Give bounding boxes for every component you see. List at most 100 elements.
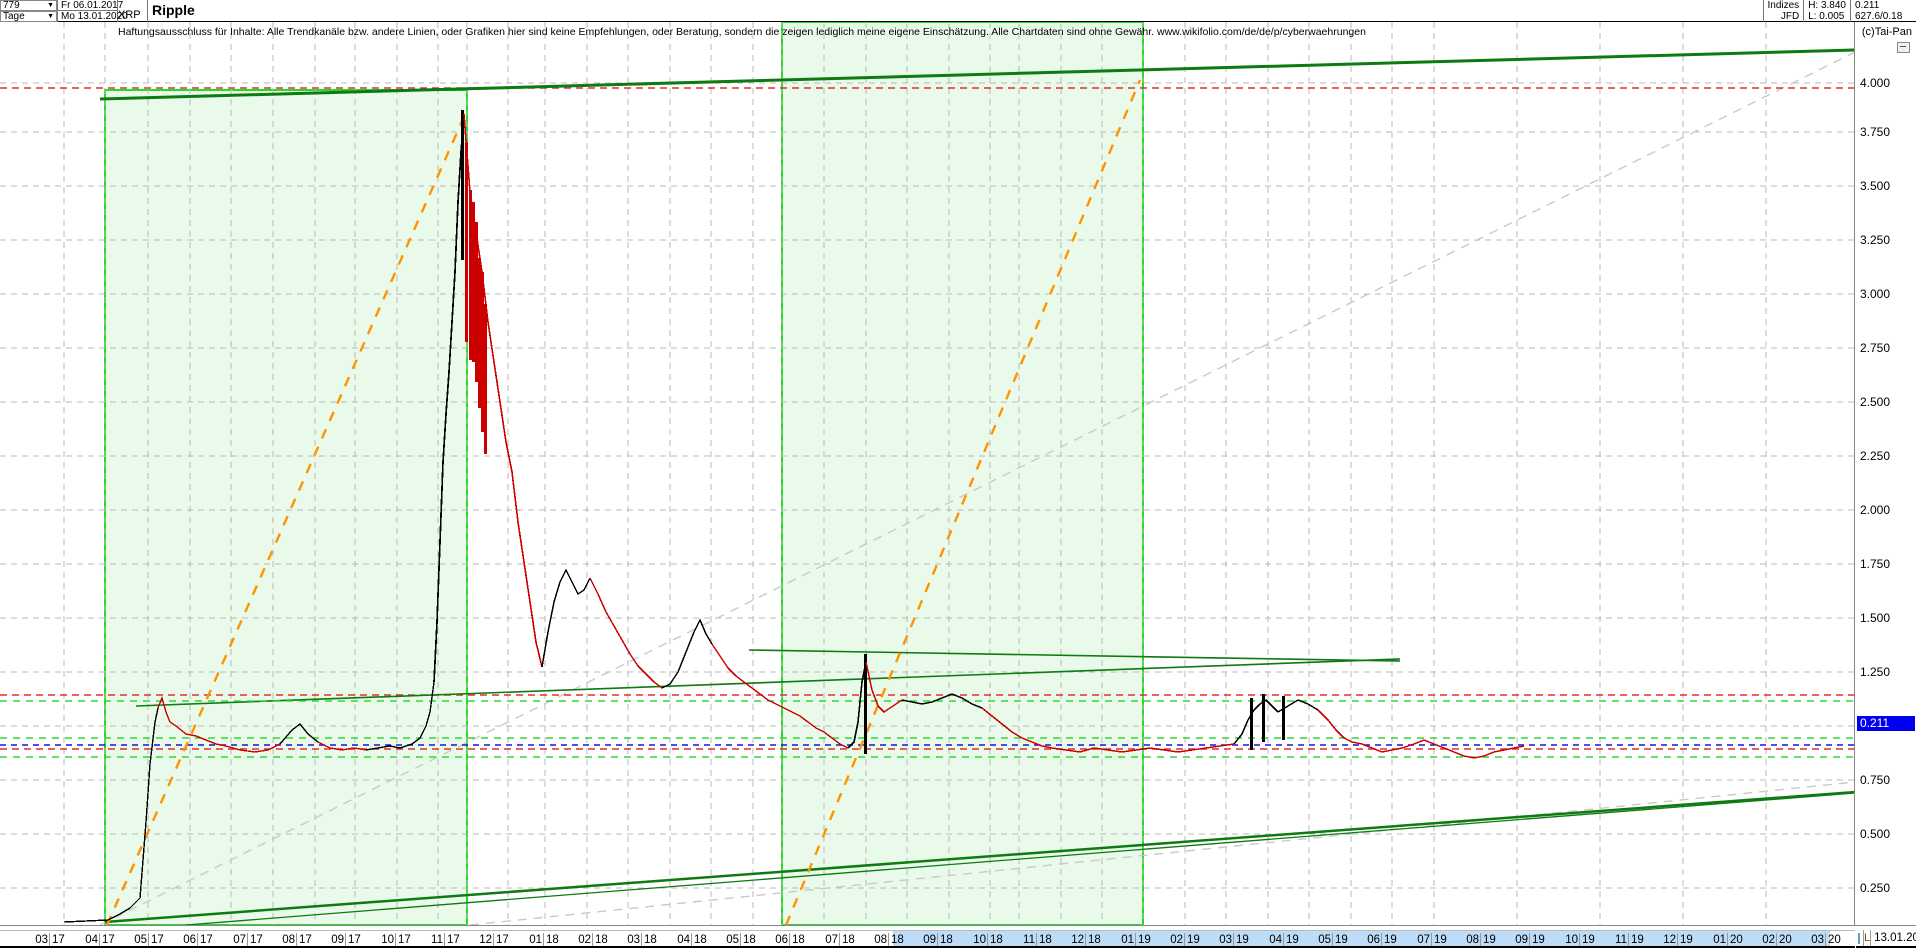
- x-tick-year: 19: [1233, 933, 1249, 946]
- red-dashed-levels: [0, 87, 1854, 750]
- chart-toolbar: 779 ▼ Tage ▼ Fr 06.01.2017 Mo 13.01.2020…: [0, 0, 1916, 22]
- x-tick-month: 04: [677, 934, 690, 946]
- x-tick-year: 19: [1332, 933, 1348, 946]
- x-tick-month: 07: [825, 934, 838, 946]
- x-tick-month: 11: [1615, 934, 1627, 946]
- selection-swatch: [1858, 932, 1860, 944]
- high-value: H: 3.840: [1808, 0, 1846, 11]
- x-tick-month: 09: [1515, 934, 1528, 946]
- x-tick-month: 06: [775, 934, 788, 946]
- interval-dropdown[interactable]: Tage ▼: [0, 11, 57, 22]
- x-tick-month: 03: [35, 934, 48, 946]
- price-series: [63, 110, 1525, 923]
- x-tick-year: 17: [197, 933, 213, 946]
- x-tick-month: 03: [1811, 934, 1824, 946]
- chevron-down-icon: ▼: [47, 13, 54, 20]
- source-exchange: Indizes: [1767, 0, 1800, 11]
- x-tick-year: 17: [395, 933, 411, 946]
- y-tick: 1.250: [1860, 665, 1891, 679]
- y-tick: 4.000: [1860, 76, 1891, 90]
- time-axis[interactable]: 03 17 04 17 05 17 06 17 07 17 08 17 09 17 10 17 11 17 12 17…: [0, 925, 1916, 952]
- x-tick-month: 01: [1121, 934, 1134, 946]
- y-tick: 2.250: [1860, 449, 1891, 463]
- date-from: Fr 06.01.2017: [58, 0, 123, 11]
- x-tick-year: 18: [937, 933, 953, 946]
- y-tick: 3.500: [1860, 179, 1891, 193]
- x-tick-month: 06: [183, 934, 196, 946]
- x-tick-year: 18: [543, 933, 559, 946]
- x-tick-month: 11: [431, 934, 443, 946]
- high-low-cell: H: 3.840 L: 0.005: [1803, 0, 1850, 22]
- x-tick-year: 18: [789, 933, 805, 946]
- x-tick-month: 02: [1170, 934, 1183, 946]
- x-tick-year: 19: [1529, 933, 1545, 946]
- x-tick-year: 19: [1283, 933, 1299, 946]
- collapse-icon[interactable]: [1897, 42, 1910, 53]
- x-tick-month: 10: [973, 934, 986, 946]
- x-tick-year: 19: [1579, 933, 1595, 946]
- x-tick-month: 12: [1663, 934, 1676, 946]
- y-tick: 3.000: [1860, 287, 1891, 301]
- copyright-label: (c)Tai-Pan: [1861, 26, 1912, 38]
- price-axis[interactable]: 4.000 3.750 3.500 3.250 3.000 2.750 2.50…: [1856, 22, 1916, 925]
- x-tick-year: 19: [1381, 933, 1397, 946]
- x-tick-year: 18: [691, 933, 707, 946]
- bars-count-dropdown[interactable]: 779 ▼: [0, 0, 57, 11]
- gray-projection-channel: [99, 51, 1854, 925]
- x-tick-month: 04: [85, 934, 98, 946]
- y-tick: 0.500: [1860, 827, 1891, 841]
- y-tick: 2.500: [1860, 395, 1891, 409]
- highlight-boxes: [104, 22, 1144, 925]
- date-range-display[interactable]: Fr 06.01.2017 Mo 13.01.2020: [58, 0, 128, 22]
- x-tick-year: 18: [1036, 933, 1052, 946]
- price-chart-canvas[interactable]: [0, 22, 1855, 925]
- y-tick: 0.750: [1860, 773, 1891, 787]
- x-tick-month: 03: [627, 934, 640, 946]
- source-broker: JFD: [1780, 11, 1800, 22]
- orange-trendlines: [105, 79, 1142, 925]
- x-tick-month: 05: [134, 934, 147, 946]
- x-tick-year: 19: [1628, 933, 1644, 946]
- last-price-value: 0.211: [1855, 0, 1880, 11]
- x-tick-year: 18: [641, 933, 657, 946]
- volume-value: 627.6/0.18: [1855, 11, 1903, 22]
- low-value: L: 0.005: [1808, 11, 1845, 22]
- x-tick-month: 09: [923, 934, 936, 946]
- chevron-down-icon: ▼: [47, 2, 54, 9]
- x-tick-month: 08: [282, 934, 295, 946]
- x-tick-month: 05: [1318, 934, 1331, 946]
- x-tick-year: 17: [49, 933, 65, 946]
- bars-count-value: 779: [3, 0, 20, 11]
- x-tick-month: 05: [726, 934, 739, 946]
- x-tick-year: 17: [444, 933, 460, 946]
- x-tick-month: 08: [874, 934, 887, 946]
- date-to: Mo 13.01.2020: [61, 11, 128, 22]
- y-tick: 2.000: [1860, 503, 1891, 517]
- page-title: Ripple: [152, 2, 195, 18]
- y-tick: 2.750: [1860, 341, 1891, 355]
- x-tick-year: 17: [148, 933, 164, 946]
- x-tick-month: 08: [1466, 934, 1479, 946]
- x-tick-month: 11: [1023, 934, 1035, 946]
- axis-corner-status: L 13.01.20: [1856, 930, 1916, 948]
- symbol-cell[interactable]: XRP: [118, 0, 148, 22]
- horizontal-gridlines: [0, 82, 1854, 889]
- bars-interval-selector[interactable]: 779 ▼ Tage ▼: [0, 0, 58, 22]
- x-tick-year: 19: [1431, 933, 1447, 946]
- disclaimer-text: Haftungsausschluss für Inhalte: Alle Tre…: [118, 26, 1366, 38]
- x-tick-month: 01: [1713, 934, 1726, 946]
- x-tick-month: 12: [1071, 934, 1084, 946]
- x-tick-year: 18: [888, 933, 904, 946]
- last-price-badge: 0.211: [1857, 716, 1915, 731]
- dark-green-trend-channel: [99, 48, 1854, 925]
- green-dashed-levels: [0, 700, 1854, 758]
- x-tick-year: 19: [1480, 933, 1496, 946]
- x-tick-month: 02: [1762, 934, 1775, 946]
- x-tick-year: 18: [740, 933, 756, 946]
- x-tick-month: 07: [233, 934, 246, 946]
- time-axis-strip[interactable]: 03 17 04 17 05 17 06 17 07 17 08 17 09 17 10 17 11 17 12 17…: [0, 930, 1855, 948]
- x-tick-year: 20: [1776, 933, 1792, 946]
- x-tick-month: 03: [1219, 934, 1232, 946]
- data-source-cell: Indizes JFD: [1762, 0, 1804, 22]
